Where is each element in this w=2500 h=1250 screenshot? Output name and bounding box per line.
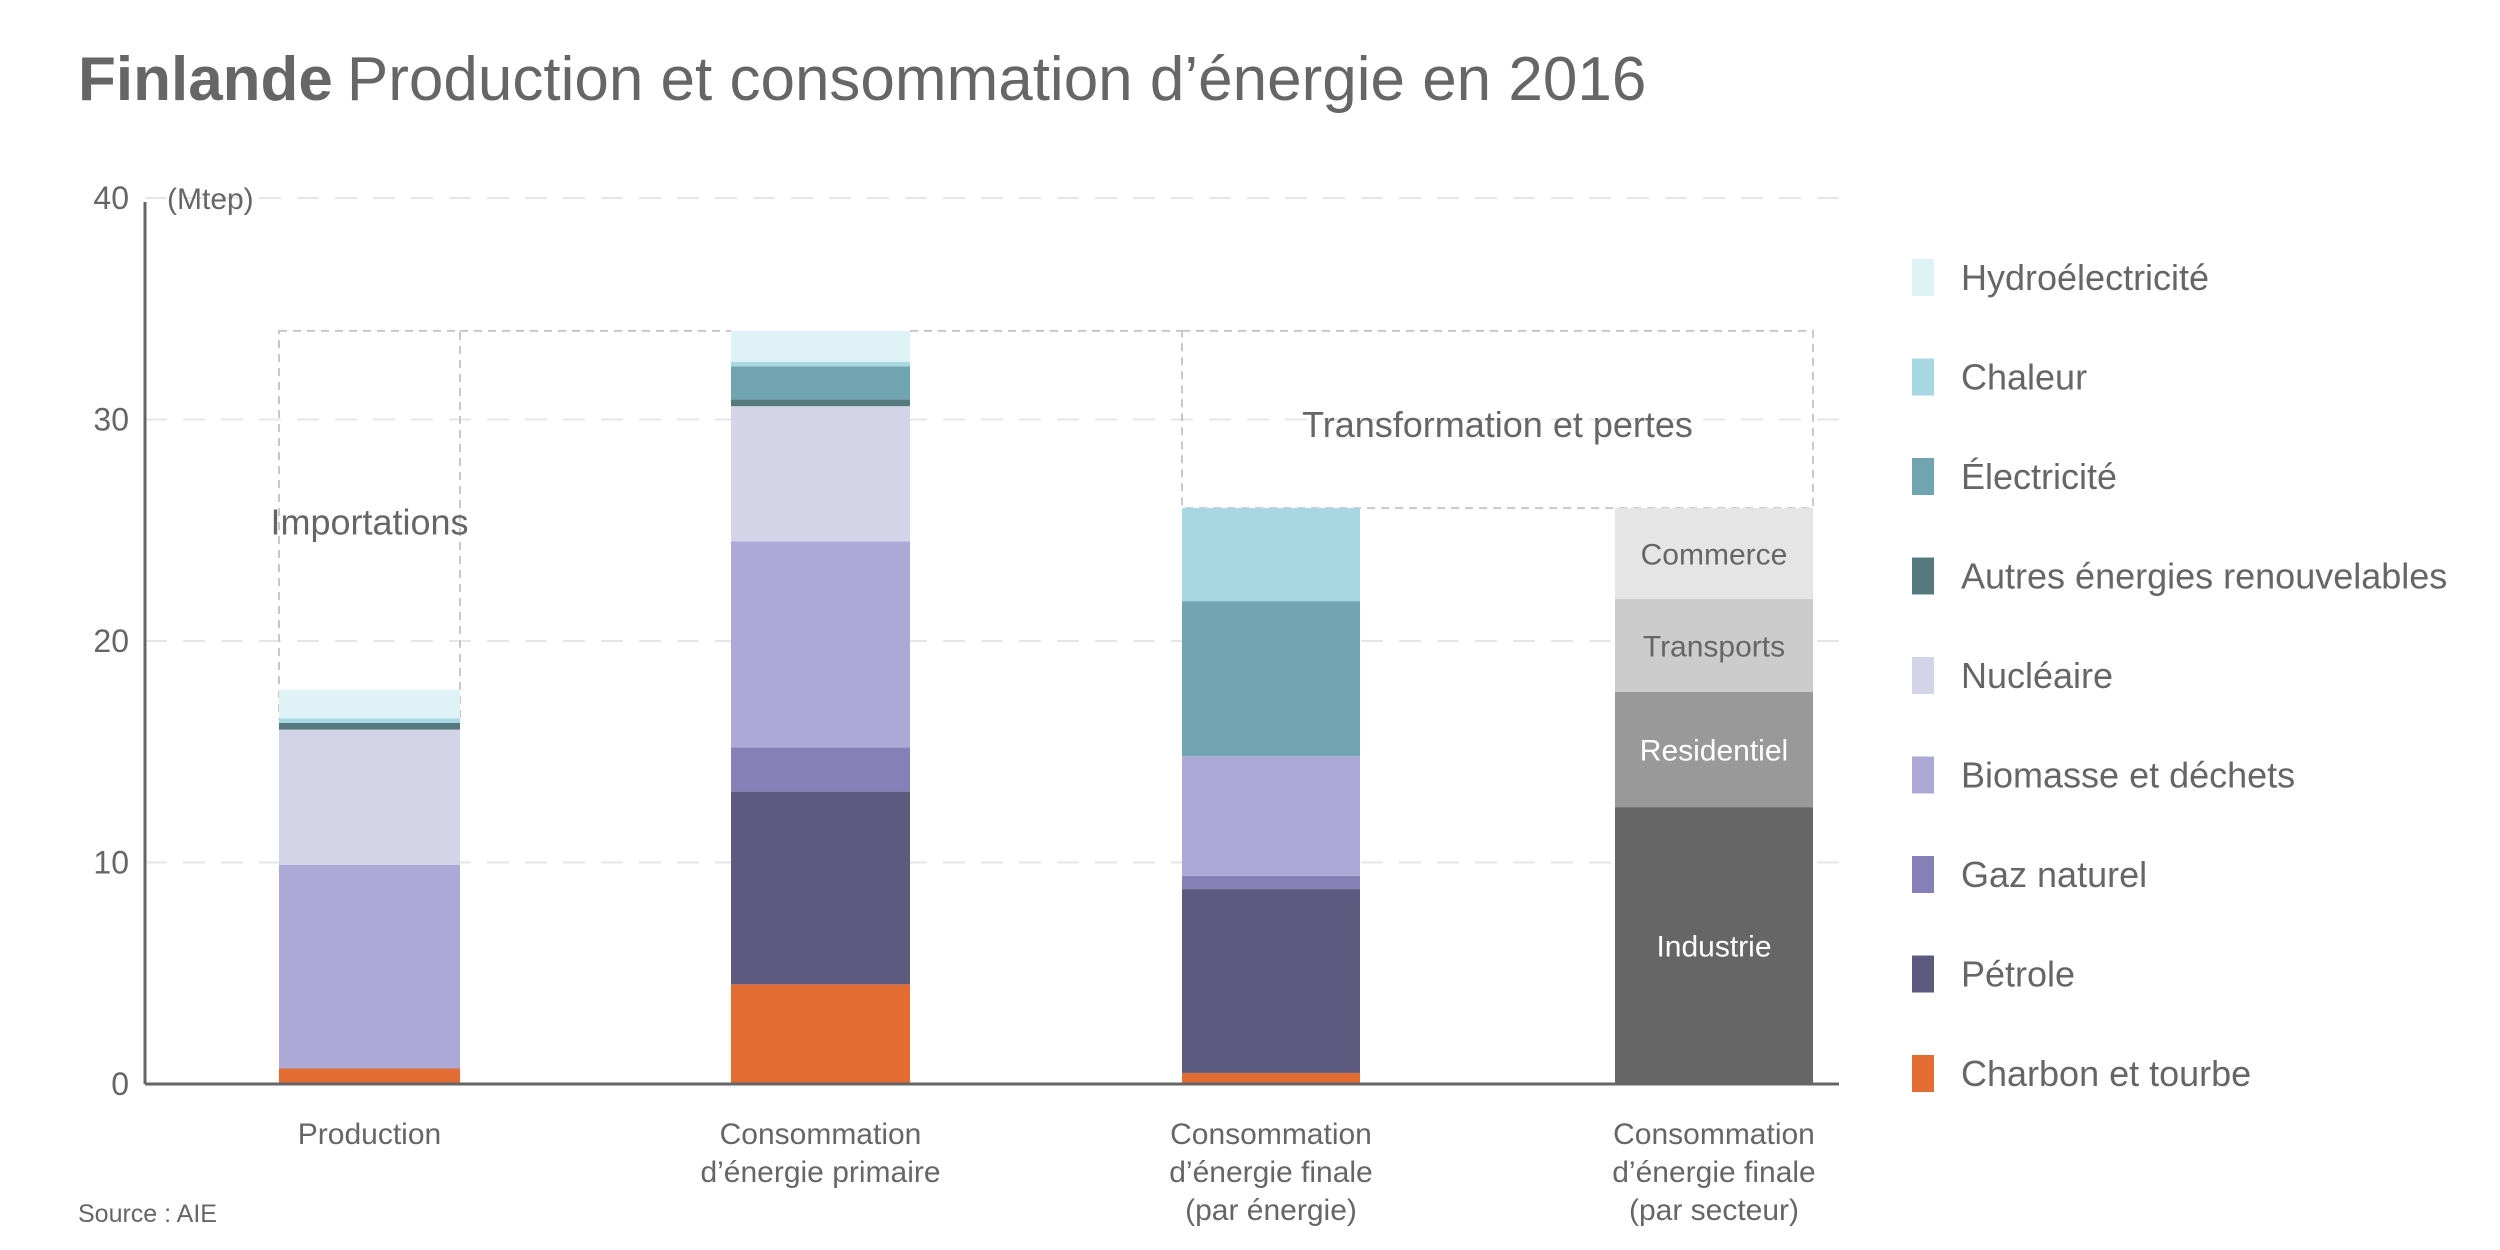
legend-label: Chaleur xyxy=(1961,357,2087,398)
legend-label: Gaz naturel xyxy=(1961,854,2147,895)
x-tick-label-line: Consommation xyxy=(720,1118,922,1151)
legend-label: Hydroélectricité xyxy=(1961,257,2209,298)
bars: Industrie Residentiel Transports Commerce xyxy=(279,330,1813,1084)
bar-segment-biomasse-et-d-chets xyxy=(279,864,460,1069)
bar-segment-residentiel xyxy=(1615,691,1813,808)
title-subtitle: Production et consommation d’énergie en … xyxy=(347,45,1646,114)
legend-swatch xyxy=(1912,756,1934,794)
bar-segment-industrie xyxy=(1615,807,1813,1084)
annotation-labels: Importations Transformation et pertes xyxy=(270,404,1692,542)
legend-item: Autres énergies renouvelables xyxy=(1912,556,2447,597)
source-note: Source : AIE xyxy=(78,1200,217,1228)
y-tick-label: 0 xyxy=(111,1066,129,1102)
bar-segment-biomasse-et-d-chets xyxy=(731,541,910,748)
bar-segment-autres-nergies-renouvelables xyxy=(279,722,460,730)
title-country: Finlande xyxy=(78,45,333,114)
legend-item: Hydroélectricité xyxy=(1912,257,2209,298)
bar-segment-p-trole xyxy=(1182,889,1360,1073)
legend: Hydroélectricité Chaleur Électricité Autres… xyxy=(1912,257,2447,1094)
y-tick-label: 30 xyxy=(93,402,129,438)
bar-segment--lectricit- xyxy=(731,366,910,400)
transformation-box xyxy=(1181,329,1814,510)
legend-swatch xyxy=(1912,458,1934,495)
segment-label: Commerce xyxy=(1641,539,1788,572)
bar-segment-charbon-et-tourbe xyxy=(1182,1072,1360,1084)
legend-swatch xyxy=(1912,856,1934,893)
x-tick-label-line: d’énergie finale xyxy=(1612,1156,1815,1189)
legend-item: Nucléaire xyxy=(1912,655,2113,696)
bar-segment-charbon-et-tourbe xyxy=(279,1068,460,1084)
legend-item: Biomasse et déchets xyxy=(1912,755,2295,796)
legend-label: Électricité xyxy=(1961,456,2117,497)
segment-label: Industrie xyxy=(1656,931,1771,964)
x-tick-label-line: Consommation xyxy=(1170,1118,1372,1151)
legend-swatch xyxy=(1912,259,1934,296)
x-tick-label-line: Consommation xyxy=(1613,1118,1815,1151)
bar-segment-nucl-aire xyxy=(279,729,460,865)
legend-label: Pétrole xyxy=(1961,954,2075,995)
legend-swatch xyxy=(1912,358,1934,396)
legend-swatch xyxy=(1912,657,1934,694)
annotation-transformation: Transformation et pertes xyxy=(1302,404,1693,445)
bar-segment-hydro-lectricit- xyxy=(279,689,460,719)
y-axis-unit: (Mtep) xyxy=(167,183,254,216)
bar-segment-chaleur xyxy=(731,361,910,367)
legend-item: Électricité xyxy=(1912,456,2117,497)
legend-label: Charbon et tourbe xyxy=(1961,1053,2251,1094)
segment-label: Residentiel xyxy=(1640,735,1788,768)
legend-swatch xyxy=(1912,1055,1934,1092)
x-tick-label-line: (par secteur) xyxy=(1629,1194,1799,1227)
legend-item: Charbon et tourbe xyxy=(1912,1053,2251,1094)
bar-segment-hydro-lectricit- xyxy=(731,330,910,362)
bar-segment-autres-nergies-renouvelables xyxy=(731,399,910,407)
x-tick-label-line: Production xyxy=(298,1118,441,1151)
x-tick-label-line: (par énergie) xyxy=(1185,1194,1357,1227)
legend-label: Autres énergies renouvelables xyxy=(1961,556,2447,597)
bar-segment-chaleur xyxy=(1182,508,1360,602)
legend-item: Pétrole xyxy=(1912,954,2075,995)
segment-label: Transports xyxy=(1643,630,1785,663)
bar-segment-gaz-naturel xyxy=(731,747,910,792)
axes: 0 10 20 30 40 (Mtep) xyxy=(93,180,1839,1102)
gridlines xyxy=(145,197,1839,864)
bar-segment-nucl-aire xyxy=(731,406,910,542)
legend-item: Chaleur xyxy=(1912,357,2087,398)
legend-swatch xyxy=(1912,557,1934,595)
y-tick-label: 10 xyxy=(93,845,129,881)
bar-segment-gaz-naturel xyxy=(1182,875,1360,890)
legend-swatch xyxy=(1912,955,1934,993)
x-tick-label-line: d’énergie finale xyxy=(1169,1156,1372,1189)
x-tick-label: Production xyxy=(298,1118,441,1151)
x-tick-label: Consommation d’énergie primaire xyxy=(700,1118,940,1189)
x-tick-label: Consommation d’énergie finale (par secteur… xyxy=(1612,1118,1815,1227)
bar-segment-biomasse-et-d-chets xyxy=(1182,756,1360,876)
bar-segment-transports xyxy=(1615,598,1813,692)
x-axis-labels: Production Consommation d’énergie primaire… xyxy=(298,1118,1816,1227)
legend-item: Gaz naturel xyxy=(1912,854,2147,895)
y-tick-label: 40 xyxy=(93,180,129,216)
x-tick-label-line: d’énergie primaire xyxy=(700,1156,940,1189)
bar-segment-chaleur xyxy=(279,718,460,723)
annotation-boxes xyxy=(278,329,1814,720)
annotation-importations: Importations xyxy=(270,502,468,543)
y-tick-label: 20 xyxy=(93,623,129,659)
legend-label: Biomasse et déchets xyxy=(1961,755,2295,796)
bar-segment-commerce xyxy=(1615,508,1813,599)
legend-label: Nucléaire xyxy=(1961,655,2113,696)
bar-segment--lectricit- xyxy=(1182,601,1360,757)
chart-title: Finlande Production et consommation d’éne… xyxy=(78,45,1646,114)
bar-segment-p-trole xyxy=(731,791,910,985)
bar-segment-charbon-et-tourbe xyxy=(731,984,910,1084)
x-tick-label: Consommation d’énergie finale (par énergie… xyxy=(1169,1118,1372,1227)
